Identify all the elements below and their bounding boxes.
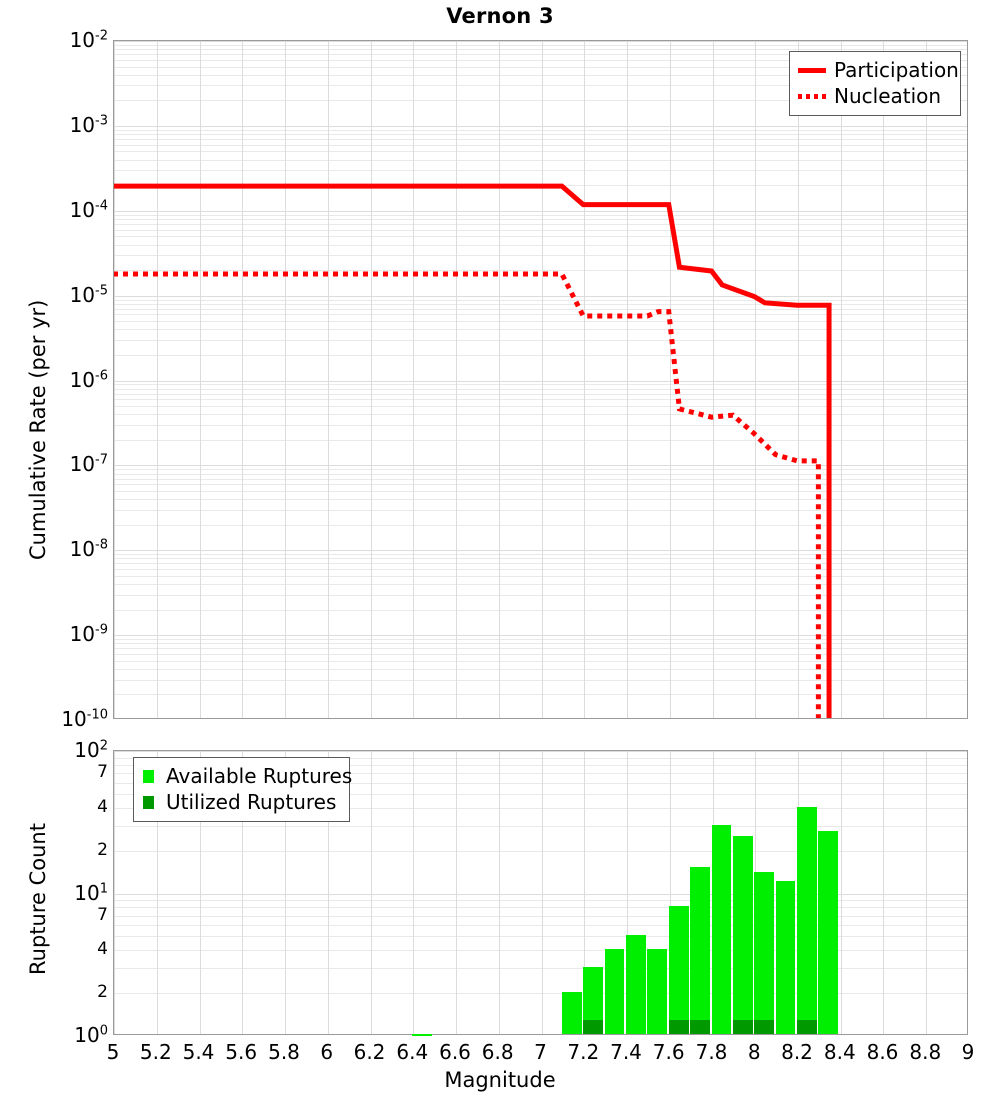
gridline-vertical (114, 751, 115, 1034)
bar-available-segment (690, 867, 710, 1034)
x-axis-title: Magnitude (0, 1068, 1000, 1092)
gridline-vertical (926, 751, 927, 1034)
bar (562, 992, 582, 1034)
color-swatch-icon (141, 793, 159, 811)
bar-utilized-segment (797, 1020, 817, 1034)
x-tick-label: 5.8 (268, 1040, 300, 1064)
bar-utilized-segment (754, 1020, 774, 1034)
bar-available-segment (605, 949, 625, 1034)
legend-item[interactable]: Nucleation (797, 83, 951, 109)
bar-available-segment (562, 992, 582, 1034)
color-swatch-icon (141, 767, 159, 785)
bar (797, 807, 817, 1034)
x-tick-label: 6.6 (439, 1040, 471, 1064)
bar (818, 831, 838, 1034)
gridline-vertical (841, 751, 842, 1034)
x-tick-label: 7.6 (653, 1040, 685, 1064)
bar (690, 867, 710, 1034)
gridline-vertical (456, 751, 457, 1034)
curve-nucleation (113, 274, 818, 719)
x-tick-label: 6.2 (354, 1040, 386, 1064)
legend-item[interactable]: Participation (797, 57, 951, 83)
x-tick-label: 8.6 (867, 1040, 899, 1064)
legend-label: Participation (834, 58, 959, 82)
bar-utilized-segment (690, 1020, 710, 1034)
bar (583, 967, 603, 1034)
bar (754, 872, 774, 1034)
y-tick-label: 102 (0, 738, 108, 762)
y-tick-label: 101 (0, 881, 108, 905)
gridline-vertical (499, 751, 500, 1034)
x-tick-label: 8.4 (824, 1040, 856, 1064)
x-tick-label: 5.2 (140, 1040, 172, 1064)
x-tick-label: 6.4 (396, 1040, 428, 1064)
bar-available-segment (733, 836, 753, 1034)
y-tick-label: 7 (0, 905, 108, 925)
bar (669, 906, 689, 1034)
bar (626, 935, 646, 1034)
x-tick-label: 8.2 (781, 1040, 813, 1064)
x-tick-label: 6.8 (482, 1040, 514, 1064)
y-tick-label: 4 (0, 939, 108, 959)
bar (712, 825, 732, 1035)
y-tick-label: 100 (0, 1023, 108, 1047)
legend-label: Utilized Ruptures (166, 790, 336, 814)
bar (776, 881, 796, 1034)
bar-available-segment (412, 1034, 432, 1036)
legend-item[interactable]: Utilized Ruptures (141, 789, 340, 815)
curve-legend[interactable]: ParticipationNucleation (789, 51, 961, 116)
y-tick-label: 2 (0, 982, 108, 1002)
bar-available-segment (754, 872, 774, 1034)
x-tick-label: 7.2 (567, 1040, 599, 1064)
x-tick-label: 8.8 (909, 1040, 941, 1064)
y-tick-label: 2 (0, 840, 108, 860)
curve-participation (113, 186, 829, 719)
x-tick-label: 5 (107, 1040, 120, 1064)
x-tick-label: 7.8 (696, 1040, 728, 1064)
y-tick-label: 4 (0, 797, 108, 817)
bar-available-segment (818, 831, 838, 1034)
gridline-vertical (371, 751, 372, 1034)
x-tick-label: 7.4 (610, 1040, 642, 1064)
legend-label: Nucleation (834, 84, 941, 108)
bar-available-segment (647, 949, 667, 1034)
x-tick-label: 5.4 (183, 1040, 215, 1064)
bar-available-segment (776, 881, 796, 1034)
x-tick-label: 8 (748, 1040, 761, 1064)
bar-available-segment (626, 935, 646, 1034)
x-tick-label: 9 (962, 1040, 975, 1064)
x-tick-label: 5.6 (225, 1040, 257, 1064)
top-plot-y-axis-title: Cumulative Rate (per yr) (26, 300, 50, 560)
x-tick-label: 6 (320, 1040, 333, 1064)
gridline-vertical (413, 751, 414, 1034)
bar-utilized-segment (733, 1020, 753, 1034)
bar-utilized-segment (583, 1020, 603, 1034)
bar (647, 949, 667, 1034)
bar-available-segment (797, 807, 817, 1034)
bar-available-segment (712, 825, 732, 1035)
gridline-vertical (542, 751, 543, 1034)
gridline-vertical (883, 751, 884, 1034)
rupture-legend[interactable]: Available RupturesUtilized Ruptures (133, 757, 350, 822)
dotted-line-icon (797, 87, 827, 105)
bar-utilized-segment (669, 1020, 689, 1034)
legend-label: Available Ruptures (166, 764, 352, 788)
bar (605, 949, 625, 1034)
bar (733, 836, 753, 1034)
solid-line-icon (797, 61, 827, 79)
legend-item[interactable]: Available Ruptures (141, 763, 340, 789)
y-tick-label: 7 (0, 762, 108, 782)
bar (412, 1034, 432, 1036)
x-tick-label: 7 (534, 1040, 547, 1064)
bottom-plot-y-axis-title: Rupture Count (26, 823, 50, 975)
bar-available-segment (669, 906, 689, 1034)
